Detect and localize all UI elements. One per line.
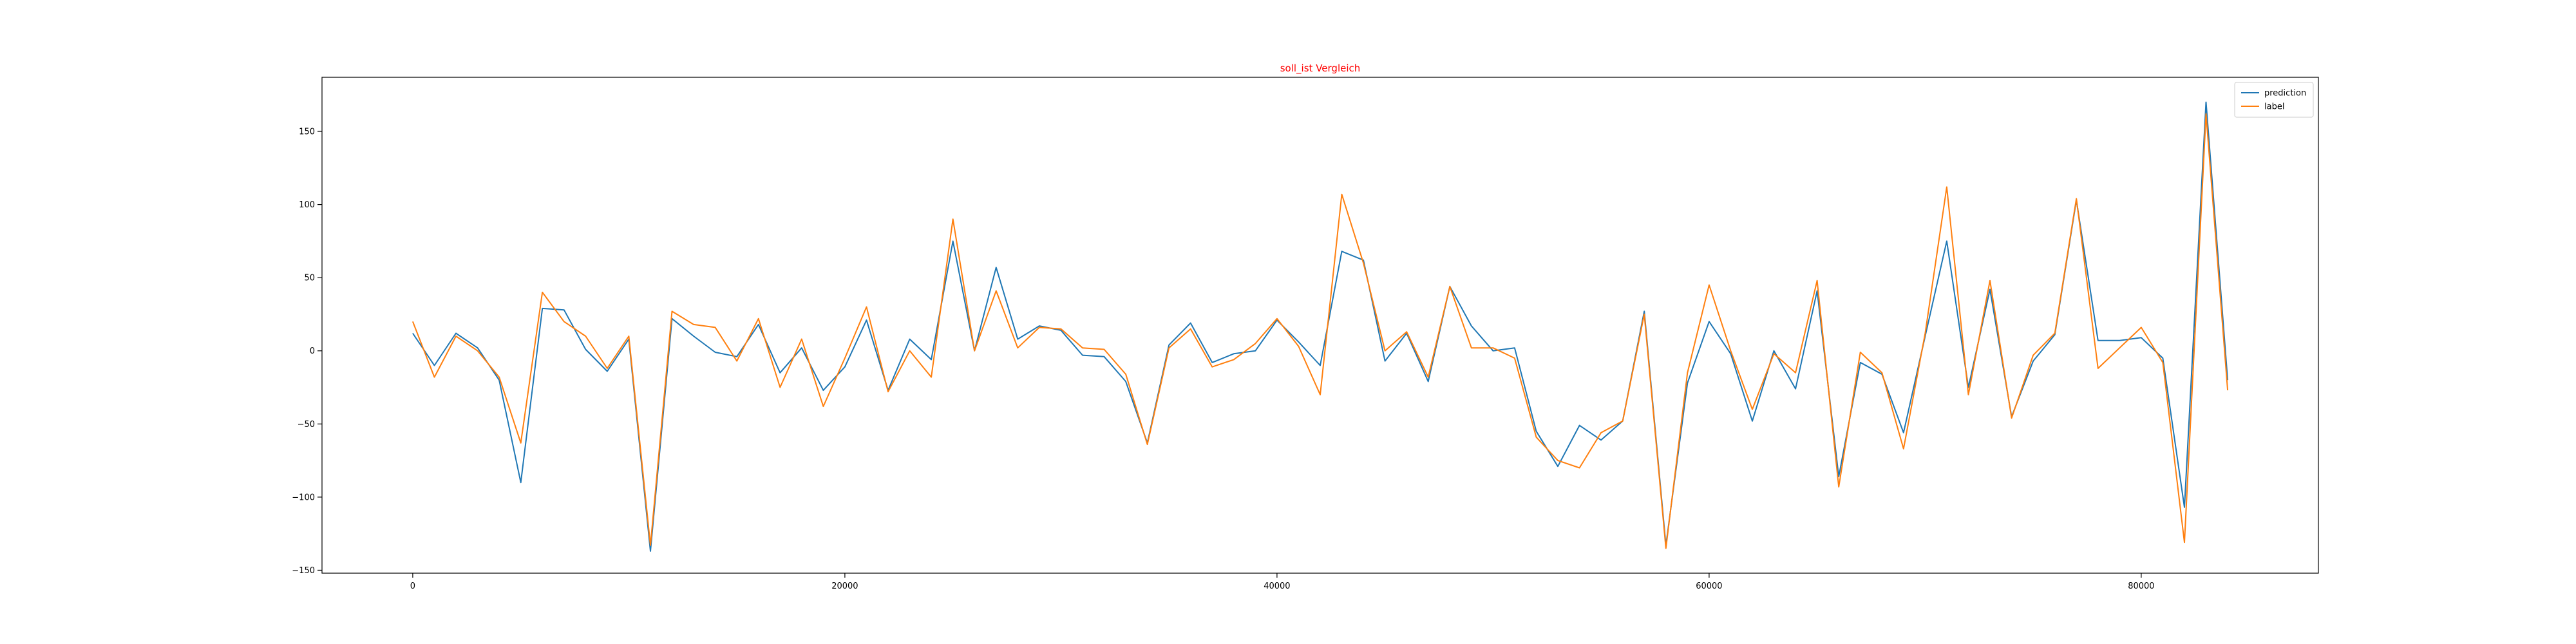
y-tick-label: 100: [299, 200, 315, 210]
axes-frame: [321, 77, 2319, 574]
y-tick-label: −150: [292, 566, 315, 576]
legend-label-prediction: prediction: [2264, 89, 2306, 99]
legend: prediction label: [2234, 82, 2314, 118]
series-line-label: [412, 113, 2229, 549]
y-tick-label: −100: [292, 493, 315, 502]
y-tick-label: 0: [310, 346, 315, 356]
x-tick-label: 80000: [2128, 582, 2154, 591]
series-line-prediction: [412, 101, 2229, 552]
chart-title: soll_ist Vergleich: [1280, 62, 1361, 75]
x-tick-label: 60000: [1696, 582, 1722, 591]
legend-label-label: label: [2264, 102, 2284, 112]
y-tick-label: 50: [304, 274, 315, 283]
x-tick-label: 40000: [1264, 582, 1290, 591]
x-tick-label: 20000: [831, 582, 858, 591]
x-axis: 0 20000 40000 60000 80000: [410, 573, 2155, 591]
y-tick-label: −50: [298, 420, 315, 430]
y-tick-label: 150: [299, 128, 315, 137]
y-axis: −150 −100 −50 0 50 100 150: [292, 128, 322, 576]
x-tick-label: 0: [410, 582, 415, 591]
plot-lines: [412, 101, 2229, 552]
legend-box: [2234, 82, 2314, 118]
